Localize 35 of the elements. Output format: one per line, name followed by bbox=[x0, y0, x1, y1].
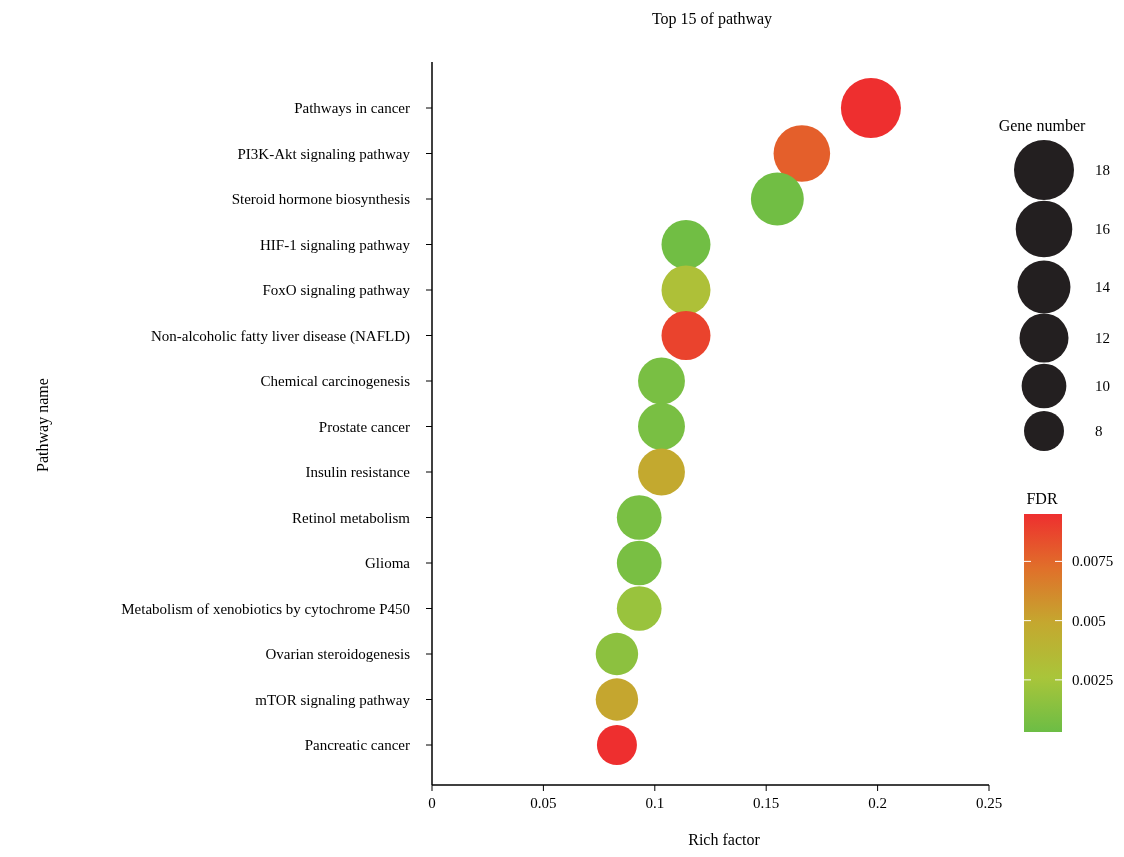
y-tick-label: Prostate cancer bbox=[318, 418, 410, 435]
x-tick-label: 0 bbox=[428, 795, 436, 811]
y-tick-label: Retinol metabolism bbox=[292, 509, 411, 526]
y-tick-label: Chemical carcinogenesis bbox=[260, 373, 411, 389]
y-tick-label: Ovarian steroidogenesis bbox=[265, 646, 411, 662]
x-tick-label: 0.15 bbox=[753, 795, 780, 811]
legend-label: 12 bbox=[1095, 330, 1110, 346]
y-tick-label: Metabolism of xenobiotics by cytochrome P450 bbox=[121, 600, 410, 617]
x-tick-label: 0.25 bbox=[975, 795, 1003, 811]
y-tick-label: Insulin resistance bbox=[305, 464, 411, 480]
y-tick-label: Non-alcoholic fatty liver disease (NAFLD) bbox=[150, 327, 410, 345]
x-axis-title: Rich factor bbox=[688, 831, 761, 848]
color-bar-label: 0.005 bbox=[1072, 612, 1106, 629]
y-tick-label: Pancreatic cancer bbox=[304, 737, 410, 753]
chart-title: Top 15 of pathway bbox=[651, 10, 773, 28]
legend-label: 18 bbox=[1095, 162, 1110, 178]
y-tick-label: PI3K-Akt signaling pathway bbox=[237, 145, 411, 162]
y-tick-label: HIF-1 signaling pathway bbox=[260, 236, 411, 253]
legend-label: 10 bbox=[1095, 378, 1110, 394]
y-axis-title: Pathway name bbox=[34, 378, 52, 472]
x-tick-label: 0.2 bbox=[868, 795, 887, 811]
x-tick-label: 0.1 bbox=[645, 795, 665, 811]
legend-title: Gene number bbox=[998, 117, 1086, 134]
legend-label: 16 bbox=[1095, 221, 1111, 237]
legend-label: 14 bbox=[1095, 279, 1111, 295]
y-tick-label: Pathways in cancer bbox=[294, 100, 410, 116]
color-bar-label: 0.0025 bbox=[1072, 671, 1114, 688]
legend-label: 8 bbox=[1095, 423, 1103, 439]
y-tick-label: Glioma bbox=[365, 555, 411, 571]
y-tick-label: mTOR signaling pathway bbox=[255, 691, 411, 708]
y-tick-label: FoxO signaling pathway bbox=[262, 282, 411, 298]
color-bar-label: 0.0075 bbox=[1072, 553, 1114, 570]
color-bar-title: FDR bbox=[1026, 490, 1058, 507]
x-tick-label: 0.05 bbox=[530, 795, 557, 811]
y-tick-label: Steroid hormone biosynthesis bbox=[231, 191, 411, 207]
